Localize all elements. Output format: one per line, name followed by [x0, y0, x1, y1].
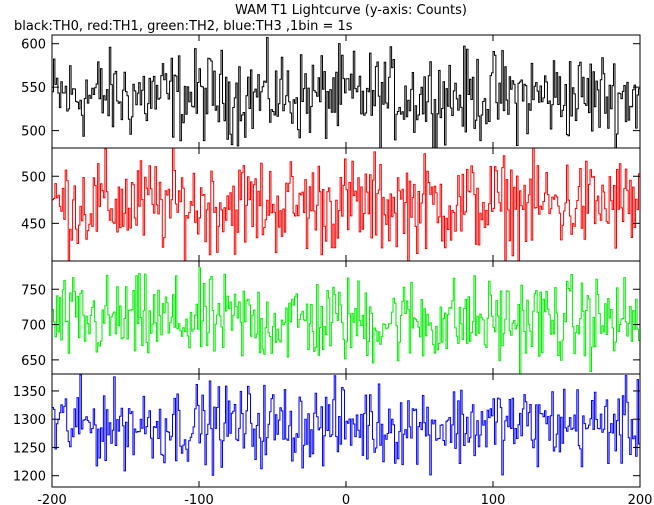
panel-3: 1200 1250 1300 1350: [13, 373, 641, 488]
series-line-2: [52, 267, 640, 374]
panels: 500 550 600 450 500 650 700 750 1200 1250 1300 1350: [13, 34, 641, 488]
y-tick-label: 1250: [13, 441, 46, 456]
panel-1: 450 500: [21, 147, 641, 262]
y-tick-label: 450: [21, 217, 46, 232]
series-line-0: [52, 37, 640, 148]
y-tick-label: 500: [21, 125, 46, 140]
y-tick-label: 1200: [13, 470, 46, 485]
chart-subtitle: black:TH0, red:TH1, green:TH2, blue:TH3 …: [14, 19, 353, 34]
y-tick-label: 600: [21, 38, 46, 53]
series-line-3: [52, 374, 640, 476]
x-tick-label: 100: [481, 493, 506, 505]
y-tick-label: 550: [21, 81, 46, 96]
y-tick-label: 1350: [13, 385, 46, 400]
panel-0: 500 550 600: [21, 34, 641, 149]
x-tick-label: 200: [628, 493, 653, 505]
chart-title: WAM T1 Lightcurve (y-axis: Counts): [235, 3, 467, 18]
y-tick-label: 700: [21, 319, 46, 334]
panel-2: 650 700 750: [21, 260, 641, 375]
y-tick-label: 1300: [13, 413, 46, 428]
series-line-1: [52, 148, 640, 261]
y-tick-label: 500: [21, 170, 46, 185]
x-tick-label: -100: [184, 493, 214, 505]
x-axis: -200 -100 0 100 200: [37, 35, 652, 505]
y-tick-label: 750: [21, 283, 46, 298]
y-tick-label: 650: [21, 354, 46, 369]
x-tick-label: 0: [342, 493, 350, 505]
x-tick-label: -200: [37, 493, 67, 505]
